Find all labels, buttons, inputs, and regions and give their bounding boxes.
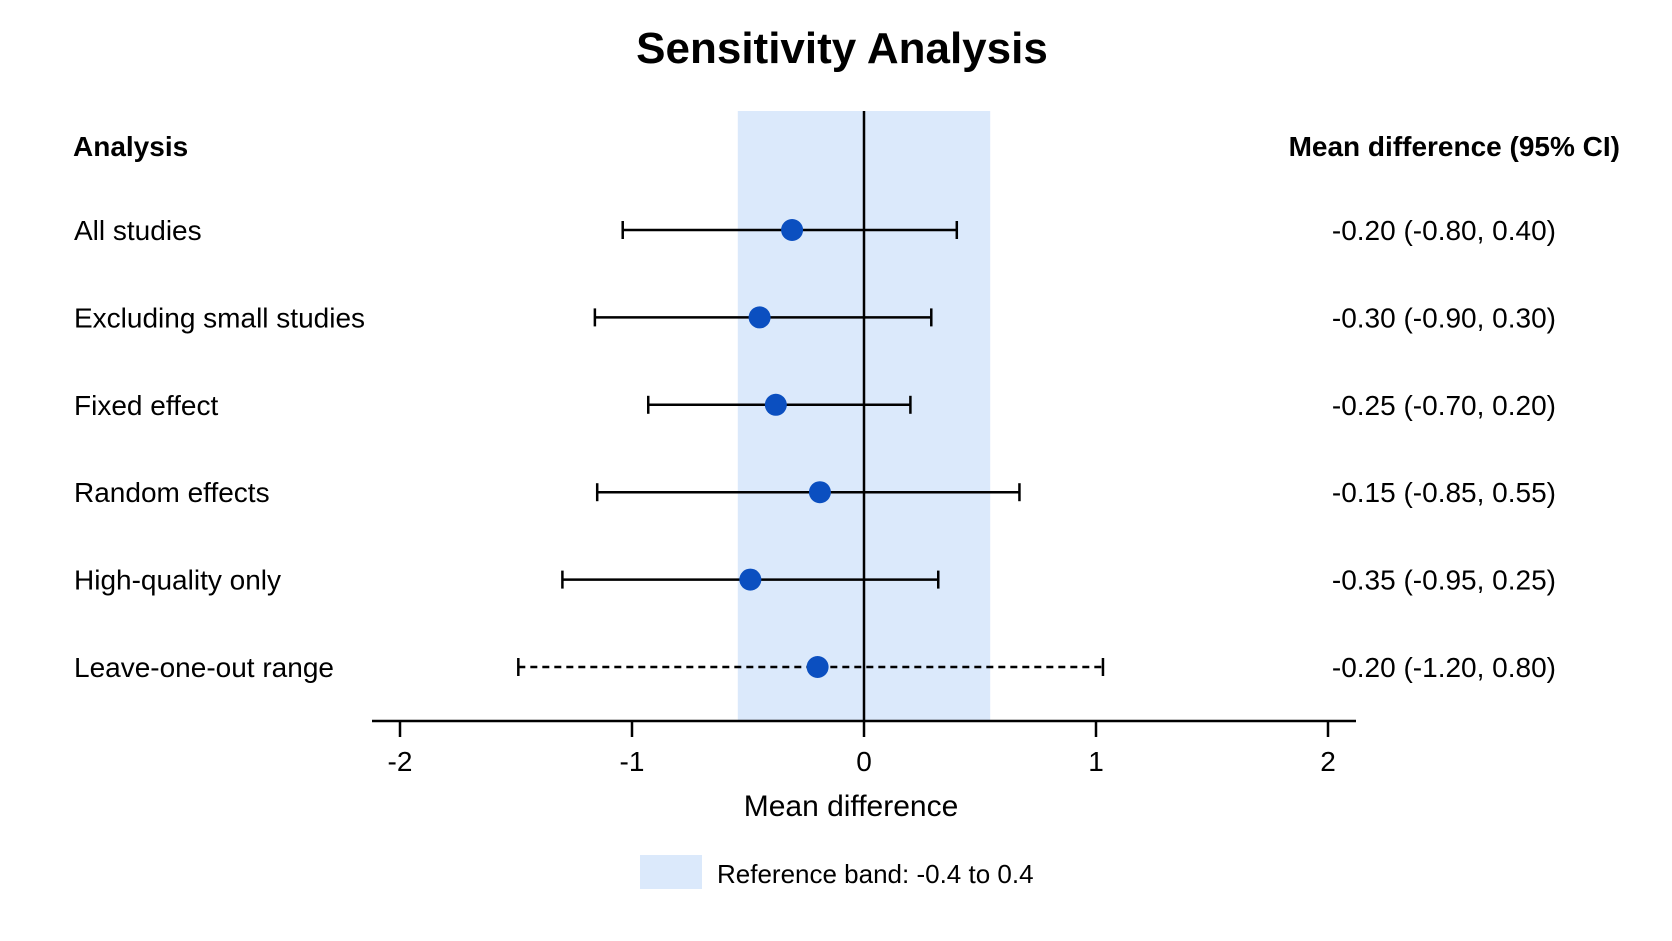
legend-swatch [640, 855, 702, 889]
row-estimate-text: -0.25 (-0.70, 0.20) [1332, 390, 1556, 421]
forest-row: Fixed effect -0.25 (-0.70, 0.20) [74, 390, 1556, 421]
row-label: Excluding small studies [74, 302, 365, 333]
point-estimate [781, 219, 804, 241]
legend: Reference band: -0.4 to 0.4 [640, 855, 1034, 889]
row-estimate-text: -0.35 (-0.95, 0.25) [1332, 565, 1556, 596]
point-estimate [748, 306, 771, 329]
x-tick-label: -2 [388, 746, 413, 777]
forest-row: Random effects -0.15 (-0.85, 0.55) [74, 477, 1556, 508]
x-tick-label: 2 [1320, 746, 1336, 777]
forest-row: All studies -0.20 (-0.80, 0.40) [74, 215, 1556, 246]
row-estimate-text: -0.30 (-0.90, 0.30) [1332, 302, 1556, 333]
chart-title: Sensitivity Analysis [636, 24, 1048, 73]
analysis-column-header: Analysis [73, 131, 188, 162]
row-label: Leave-one-out range [74, 652, 334, 683]
estimate-column-header: Mean difference (95% CI) [1289, 131, 1620, 162]
x-tick-label: 0 [856, 746, 872, 777]
forest-row: High-quality only -0.35 (-0.95, 0.25) [74, 565, 1556, 596]
row-label: Random effects [74, 477, 270, 508]
point-estimate [764, 393, 787, 416]
forest-row: Leave-one-out range -0.20 (-1.20, 0.80) [74, 652, 1556, 683]
x-tick-label: -1 [620, 746, 645, 777]
point-estimate [806, 656, 829, 678]
point-estimate [808, 481, 831, 504]
row-label: Fixed effect [74, 390, 218, 421]
point-estimate [739, 568, 762, 591]
row-estimate-text: -0.15 (-0.85, 0.55) [1332, 477, 1556, 508]
forest-row: Excluding small studies -0.30 (-0.90, 0.3… [74, 302, 1556, 333]
x-tick-label: 1 [1088, 746, 1104, 777]
x-axis-label: Mean difference [744, 790, 959, 823]
row-estimate-text: -0.20 (-1.20, 0.80) [1332, 652, 1556, 683]
row-label: All studies [74, 215, 202, 246]
legend-label: Reference band: -0.4 to 0.4 [717, 859, 1034, 889]
row-label: High-quality only [74, 565, 281, 596]
row-estimate-text: -0.20 (-0.80, 0.40) [1332, 215, 1556, 246]
